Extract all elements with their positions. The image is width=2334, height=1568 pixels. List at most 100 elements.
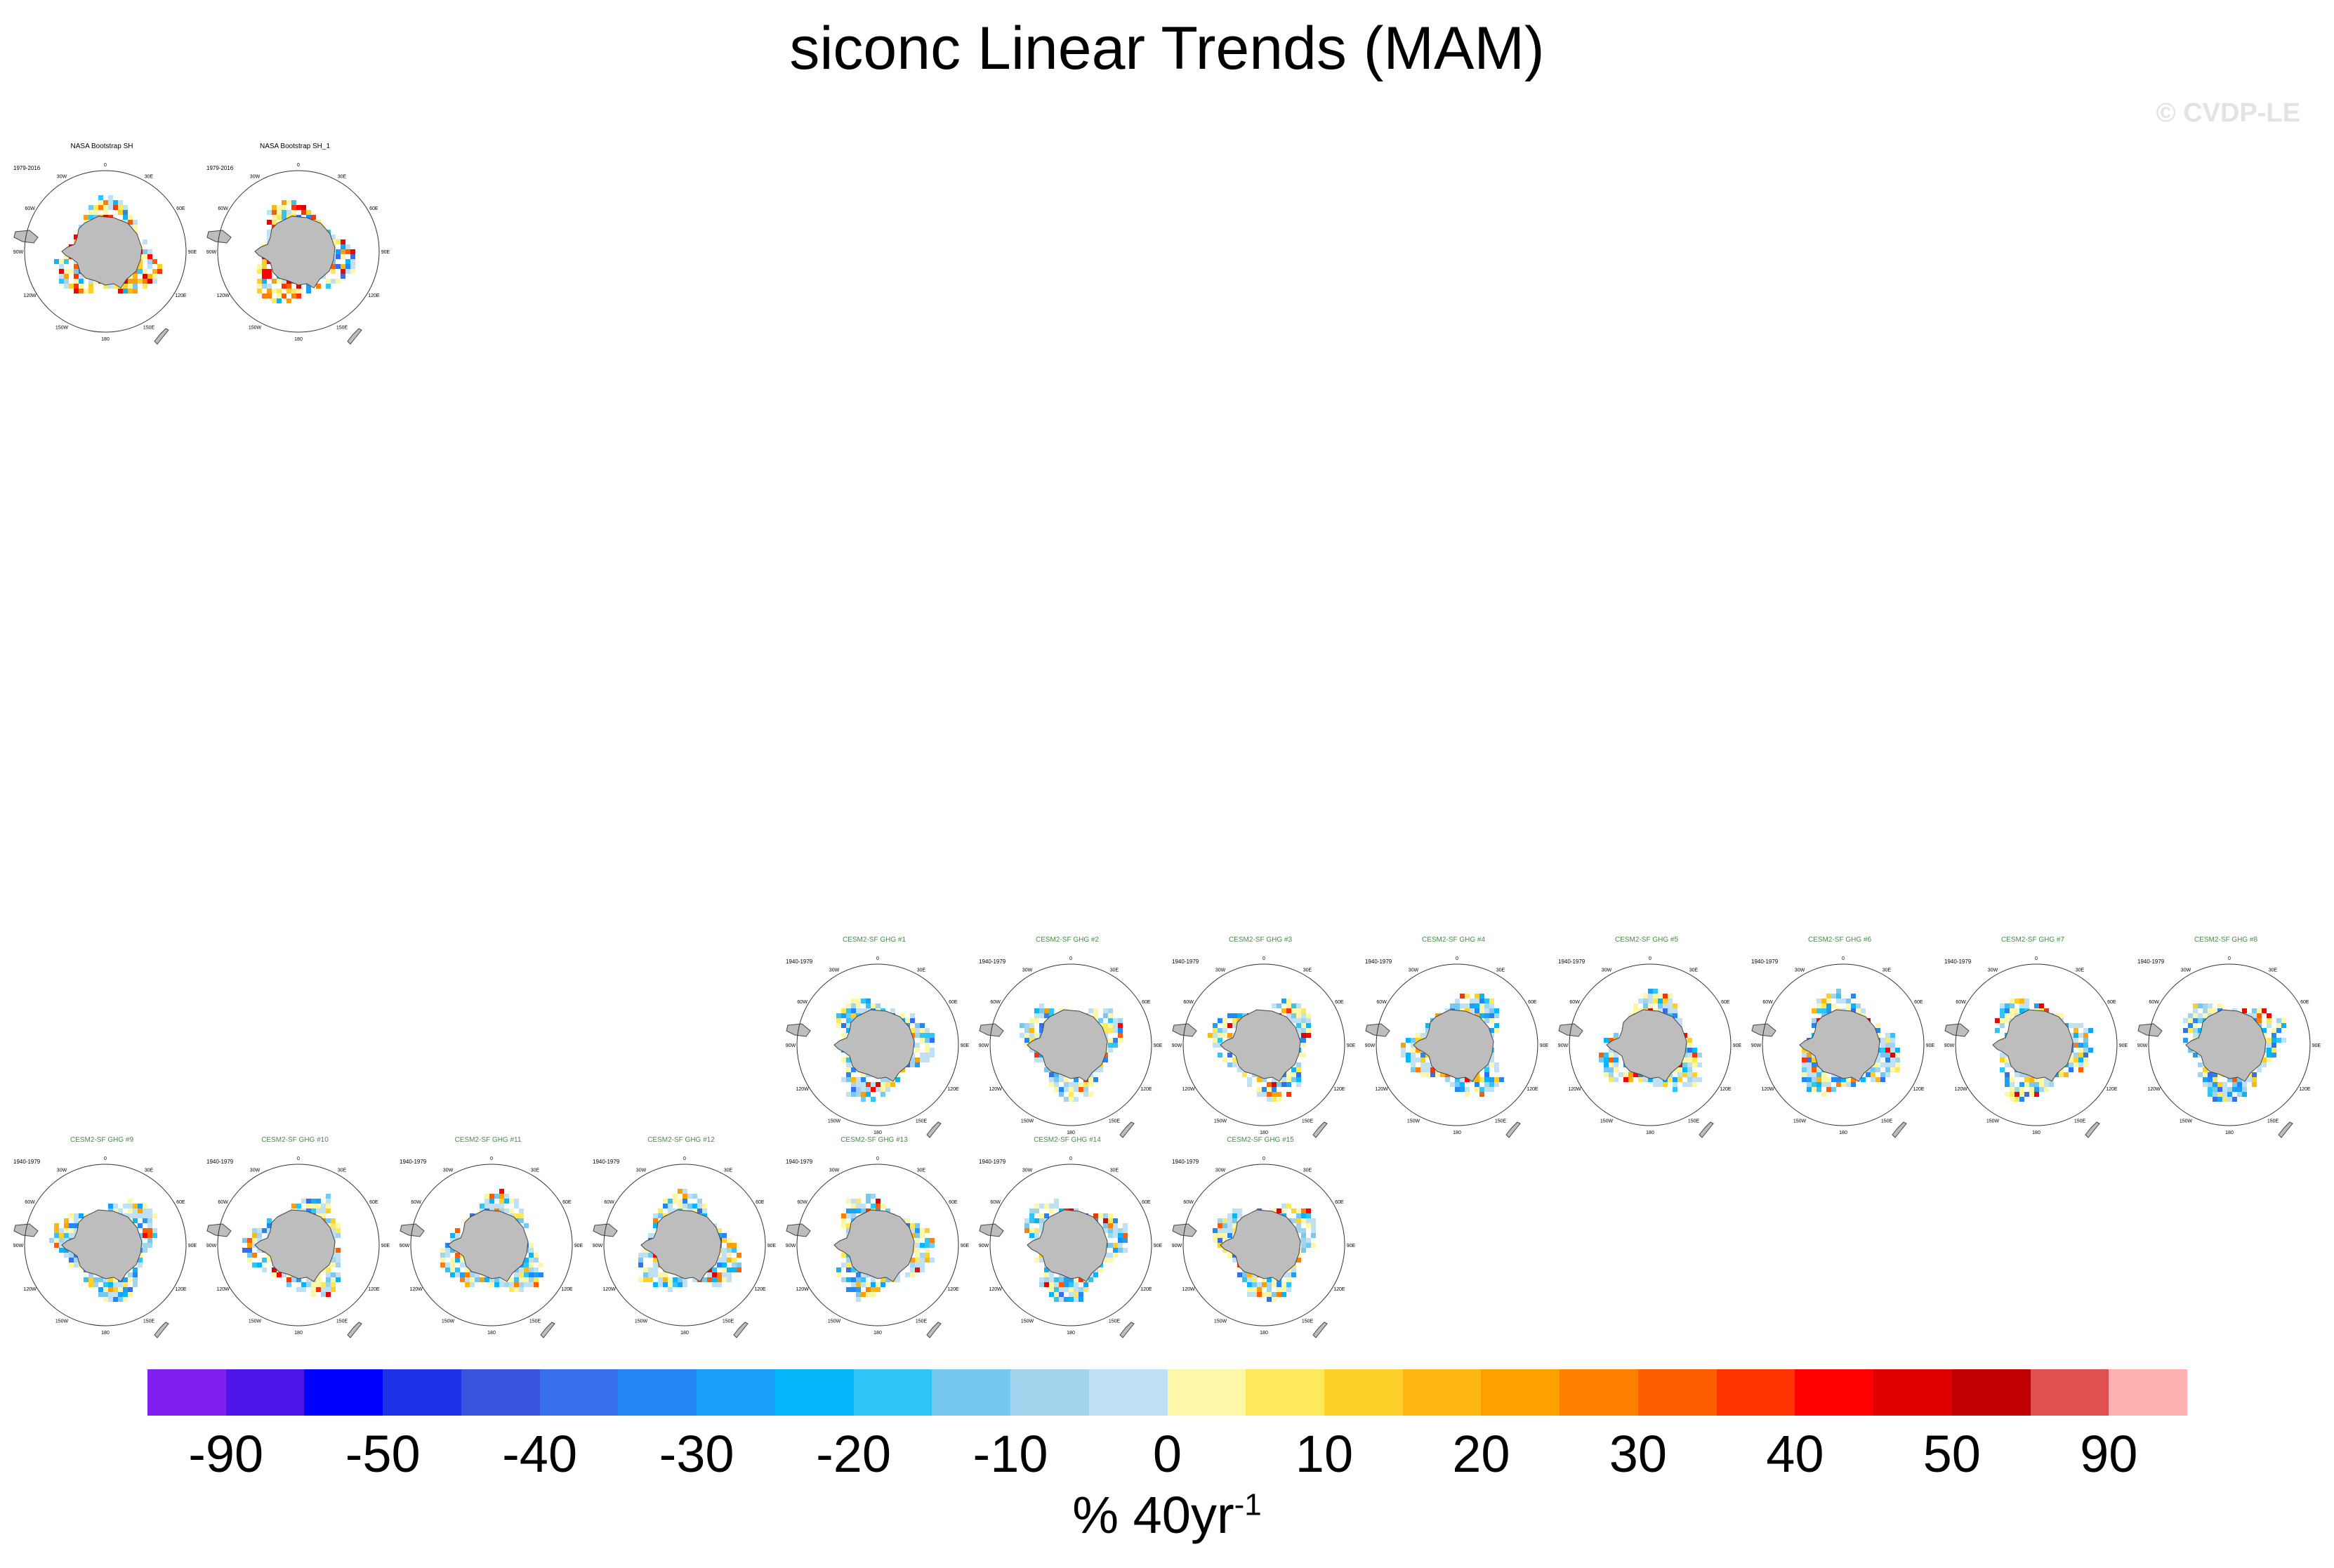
- trend-cell: [1609, 1077, 1614, 1082]
- longitude-label: 30E: [1689, 968, 1699, 973]
- colorbar-swatch: [1324, 1369, 1403, 1416]
- trend-cell: [262, 279, 267, 284]
- trend-cell: [1890, 1053, 1895, 1058]
- map-boundary: [217, 170, 380, 333]
- longitude-label: 120E: [2106, 1087, 2118, 1092]
- trend-cell: [1291, 1008, 1296, 1013]
- longitude-label: 90E: [381, 250, 390, 255]
- trend-cell: [2198, 1072, 2203, 1077]
- trend-cell: [147, 1223, 152, 1228]
- trend-cell: [1895, 1053, 1900, 1058]
- trend-cell: [152, 1233, 157, 1238]
- colorbar-swatch: [774, 1369, 854, 1416]
- longitude-label: 120W: [216, 294, 230, 298]
- trend-cell: [64, 1218, 69, 1223]
- trend-cell: [1222, 1033, 1227, 1038]
- trend-cell: [915, 1253, 920, 1258]
- trend-cell: [54, 1238, 59, 1243]
- trend-cell: [2232, 1077, 2237, 1082]
- trend-cell: [147, 279, 152, 284]
- trend-cell: [272, 298, 277, 303]
- trend-cell: [697, 1199, 702, 1204]
- trend-cell: [866, 1282, 871, 1287]
- trend-cell: [341, 264, 345, 269]
- longitude-label: 0: [1649, 956, 1651, 961]
- longitude-label: 150W: [1600, 1119, 1614, 1124]
- trend-cell: [306, 289, 311, 294]
- trend-cell: [470, 1272, 475, 1277]
- longitude-label: 120W: [409, 1287, 423, 1292]
- trend-cell: [1108, 1048, 1113, 1053]
- trend-cell: [103, 1282, 108, 1287]
- trend-cell: [103, 210, 108, 215]
- colorbar-swatch: [1873, 1369, 1952, 1416]
- trend-cell: [1668, 999, 1673, 1003]
- trend-cell: [2039, 1077, 2044, 1082]
- trend-cell: [1039, 1023, 1044, 1028]
- trend-cell: [1479, 1077, 1484, 1082]
- trend-cell: [147, 1213, 152, 1218]
- trend-cell: [143, 274, 147, 279]
- trend-cell: [88, 1282, 93, 1287]
- trend-cell: [1272, 1292, 1277, 1297]
- trend-cell: [2276, 1023, 2281, 1028]
- trend-cell: [1296, 1003, 1301, 1008]
- trend-cell: [1074, 1277, 1079, 1282]
- colorbar-tick-label: 30: [1609, 1425, 1668, 1483]
- longitude-label: 0: [1069, 1157, 1072, 1161]
- trend-cell: [1301, 1023, 1306, 1028]
- trend-cell: [103, 205, 108, 210]
- trend-cell: [2019, 1087, 2024, 1092]
- trend-cell: [1262, 1092, 1267, 1097]
- trend-cell: [455, 1233, 460, 1238]
- longitude-label: 60E: [1721, 1000, 1730, 1005]
- longitude-label: 30W: [1022, 968, 1033, 973]
- trend-cell: [2247, 1077, 2252, 1082]
- trend-cell: [1074, 1282, 1079, 1287]
- longitude-label: 60E: [176, 206, 185, 211]
- colorbar-tick-label: 40: [1766, 1425, 1824, 1483]
- trend-cell: [445, 1243, 450, 1248]
- trend-cell: [683, 1199, 687, 1204]
- trend-cell: [1291, 1018, 1296, 1023]
- trend-cell: [856, 999, 861, 1003]
- trend-cell: [1242, 1072, 1247, 1077]
- longitude-label: 150E: [1302, 1319, 1314, 1324]
- longitude-label: 30W: [443, 1168, 454, 1173]
- trend-cell: [1802, 1058, 1807, 1062]
- trend-cell: [147, 1228, 152, 1233]
- trend-cell: [846, 1199, 851, 1204]
- trend-cell: [881, 1087, 885, 1092]
- trend-cell: [133, 220, 138, 225]
- trend-cell: [707, 1272, 712, 1277]
- trend-cell: [1034, 1033, 1039, 1038]
- trend-cell: [1638, 1077, 1643, 1082]
- longitude-label: 60W: [1956, 1000, 1966, 1005]
- trend-cell: [1262, 1087, 1267, 1092]
- trend-cell: [1821, 1092, 1826, 1097]
- trend-cell: [910, 1028, 915, 1033]
- trend-cell: [836, 1018, 841, 1023]
- trend-cell: [1489, 999, 1494, 1003]
- trend-cell: [692, 1208, 697, 1213]
- trend-cell: [1484, 1077, 1489, 1082]
- map-boundary: [989, 963, 1152, 1126]
- trend-cell: [2252, 1077, 2257, 1082]
- trend-cell: [1401, 1053, 1406, 1058]
- trend-cell: [1817, 1077, 1821, 1082]
- trend-cell: [653, 1213, 658, 1218]
- trend-cell: [1682, 1058, 1687, 1062]
- trend-cell: [98, 200, 103, 205]
- map-panel: CESM2-SF GHG #12 1940-1979 0 30E 60E 90E 120E 1…: [590, 1136, 777, 1341]
- trend-cell: [861, 1282, 866, 1287]
- trend-cell: [460, 1277, 465, 1282]
- trend-cell: [445, 1263, 450, 1267]
- trend-cell: [1673, 1082, 1677, 1087]
- trend-cell: [1460, 1082, 1465, 1087]
- trend-cell: [836, 1023, 841, 1028]
- trend-cell: [108, 205, 113, 210]
- trend-cell: [445, 1248, 450, 1253]
- trend-cell: [1059, 1282, 1064, 1287]
- trend-cell: [2073, 1023, 2078, 1028]
- trend-cell: [846, 1067, 851, 1072]
